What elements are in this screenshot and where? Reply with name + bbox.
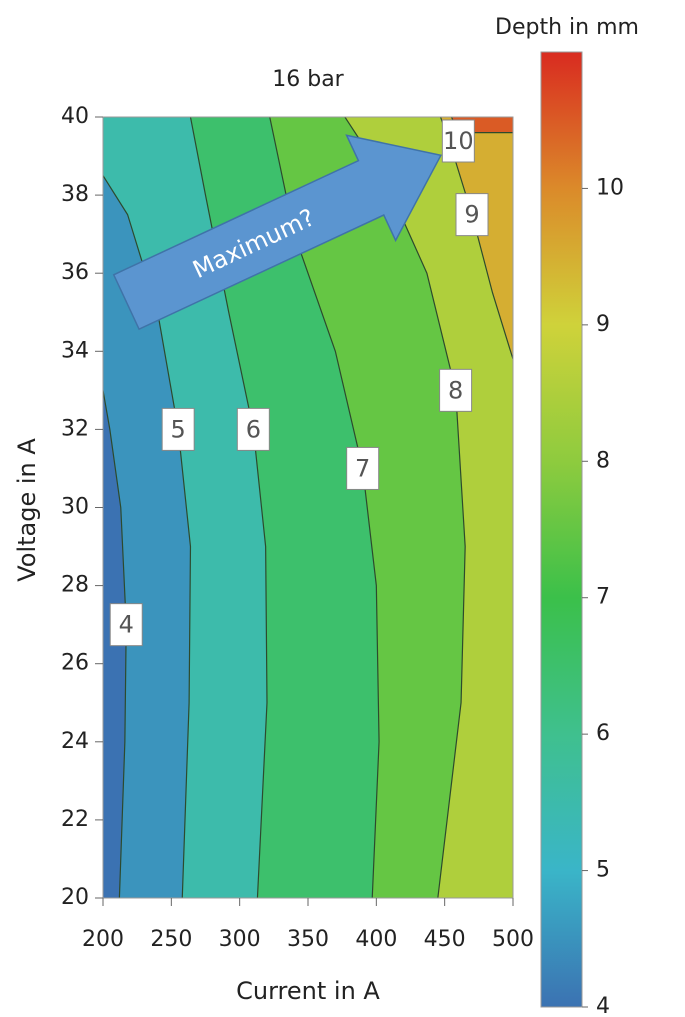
contour-label-box (161, 407, 195, 451)
contour-label-box (455, 193, 489, 237)
contour-label: 7 (355, 454, 370, 482)
contour-label-box (236, 407, 270, 451)
y-tick-label: 28 (61, 573, 89, 598)
x-tick-label: 400 (355, 927, 397, 952)
contour-label: 9 (464, 201, 479, 229)
contour-label-box (439, 368, 473, 412)
colorbar-tick-label: 5 (596, 858, 610, 883)
colorbar-tick-label: 7 (596, 585, 610, 610)
contour-label: 8 (448, 376, 463, 404)
contour-label-box (109, 603, 143, 647)
y-tick-label: 20 (61, 885, 89, 910)
x-tick-label: 200 (82, 927, 124, 952)
arrow-shape (112, 134, 443, 331)
y-tick-label: 30 (61, 495, 89, 520)
x-axis-label: Current in A (236, 977, 380, 1005)
colorbar (540, 51, 583, 1008)
contour-label-box (441, 119, 475, 163)
contour-label: 5 (171, 415, 186, 443)
x-tick-label: 450 (424, 927, 466, 952)
y-tick-label: 24 (61, 729, 89, 754)
colorbar-title: Depth in mm (495, 15, 639, 40)
contour-label-box (346, 446, 380, 490)
y-axis-label: Voltage in A (13, 438, 41, 582)
y-tick-label: 36 (61, 260, 89, 285)
chart-title: 16 bar (272, 67, 344, 92)
y-tick-label: 38 (61, 182, 89, 207)
x-tick-label: 500 (492, 927, 534, 952)
colorbar-tick-label: 8 (596, 448, 610, 473)
contour-line (103, 390, 127, 898)
colorbar-tick-label: 4 (596, 994, 610, 1017)
overlay: 4 5 6 7 8 9 10 (109, 119, 489, 647)
x-tick-label: 300 (219, 927, 261, 952)
y-tick-label: 32 (61, 416, 89, 441)
x-tick-label: 350 (287, 927, 329, 952)
colorbar-tick-label: 6 (596, 721, 610, 746)
x-tick-label: 250 (150, 927, 192, 952)
colorbar-tick-label: 10 (596, 175, 624, 200)
contour-label: 10 (443, 127, 474, 155)
y-tick-label: 40 (61, 104, 89, 129)
contour-label: 4 (119, 611, 134, 639)
y-tick-label: 34 (61, 338, 89, 363)
y-tick-label: 22 (61, 807, 89, 832)
y-tick-label: 26 (61, 651, 89, 676)
contour-band (344, 117, 513, 898)
contour-label: 6 (246, 415, 261, 443)
colorbar-tick-label: 9 (596, 312, 610, 337)
